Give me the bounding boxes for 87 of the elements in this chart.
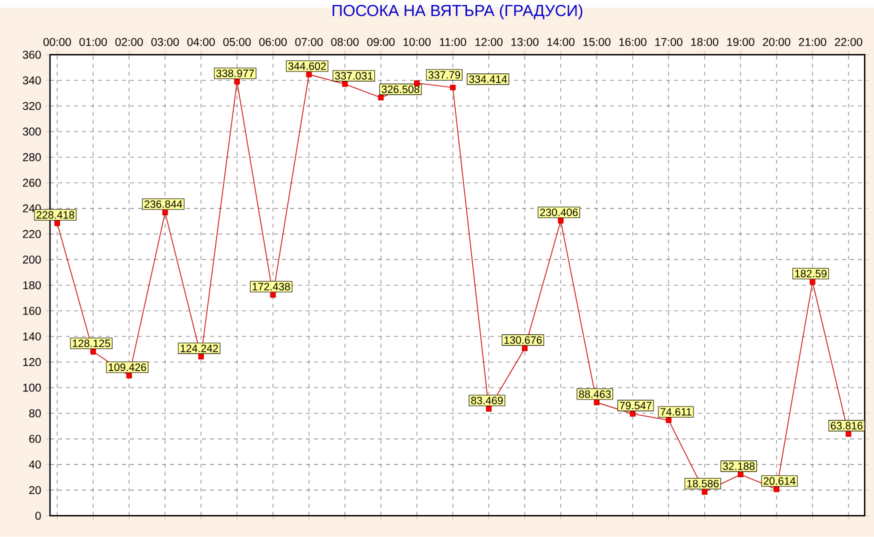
x-tick-label: 09:00 (367, 38, 395, 46)
x-tick-label: 19:00 (727, 38, 754, 46)
point (234, 78, 240, 85)
x-tick-label: 02:00 (115, 38, 143, 46)
y-tick-label: 80 (29, 409, 41, 418)
data-label: 83.469 (471, 396, 503, 404)
data-label: 128.125 (72, 340, 110, 348)
x-tick-label: 07:00 (295, 38, 323, 46)
y-tick-label: 0 (35, 512, 41, 520)
point (702, 489, 708, 495)
data-label: 63.816 (830, 422, 862, 430)
x-tick-label: 20:00 (762, 38, 790, 46)
y-tick-label: 60 (29, 435, 41, 444)
x-tick-label: 14:00 (547, 38, 574, 46)
chart-title: ПОСОКА НА ВЯТЪРА (ГРАДУСИ) (332, 4, 582, 20)
point (594, 400, 600, 406)
x-tick-label: 17:00 (655, 38, 682, 46)
data-label: 32.188 (722, 462, 755, 470)
point (270, 292, 276, 298)
y-tick-label: 200 (22, 256, 41, 264)
data-label: 74.611 (660, 408, 692, 416)
y-tick-label: 100 (23, 384, 41, 392)
x-tick-label: 16:00 (619, 38, 646, 46)
point (450, 84, 456, 90)
y-tick-label: 220 (22, 230, 41, 238)
y-tick-label: 160 (23, 306, 41, 315)
x-tick-label: 13:00 (511, 38, 539, 46)
x-tick-label: 04:00 (187, 38, 215, 46)
point (90, 348, 96, 355)
data-label: 172.438 (252, 282, 290, 291)
x-tick-label: 11:00 (440, 38, 466, 46)
data-label: 79.547 (620, 402, 652, 410)
point (342, 81, 348, 88)
x-tick-label: 08:00 (331, 38, 359, 46)
data-label: 109.426 (108, 364, 146, 372)
point (522, 346, 528, 352)
data-label: 182.59 (795, 270, 826, 278)
point (162, 210, 168, 216)
data-label: 20.614 (764, 477, 796, 485)
x-tick-label: 00:00 (43, 38, 71, 46)
data-label: 228.418 (36, 211, 74, 219)
data-label: 88.463 (579, 390, 611, 398)
x-tick-label: 18:00 (691, 38, 718, 46)
y-tick-label: 140 (23, 332, 41, 341)
x-tick-label: 06:00 (259, 38, 287, 46)
point (486, 406, 492, 412)
x-tick-label: 12:00 (475, 38, 503, 46)
point (846, 431, 852, 437)
data-label: 337.031 (334, 72, 373, 80)
data-label: 18.586 (687, 480, 719, 488)
y-tick-label: 260 (22, 178, 41, 187)
data-label: 334.414 (469, 76, 507, 84)
point (774, 486, 780, 492)
y-tick-label: 360 (22, 50, 41, 59)
y-tick-label: 40 (28, 460, 41, 469)
x-tick-label: 01:00 (79, 38, 107, 46)
point (810, 279, 816, 285)
x-tick-label: 21:00 (798, 38, 826, 46)
x-tick-label: 15:00 (583, 38, 610, 46)
point (198, 354, 204, 360)
point (666, 418, 672, 424)
x-tick-label: 03:00 (151, 38, 179, 46)
x-tick-label: 10:00 (404, 38, 431, 46)
y-tick-label: 120 (23, 358, 41, 366)
point (126, 372, 132, 379)
point (630, 411, 636, 417)
point (378, 94, 384, 101)
data-label: 337.79 (428, 71, 460, 79)
y-tick-label: 340 (22, 76, 41, 84)
point (54, 220, 60, 226)
x-tick-label: 05:00 (223, 38, 251, 46)
data-label: 338.977 (216, 70, 254, 78)
data-label: 326.508 (382, 86, 420, 94)
x-tick-label: 22:00 (834, 38, 862, 46)
point (558, 218, 564, 224)
y-tick-label: 280 (22, 153, 41, 162)
y-tick-label: 320 (22, 102, 41, 110)
data-label: 344.602 (288, 62, 326, 70)
data-label: 124.242 (180, 344, 218, 352)
point (738, 472, 744, 478)
y-tick-label: 180 (23, 281, 41, 290)
y-tick-label: 300 (22, 128, 41, 136)
y-tick-label: 20 (29, 486, 41, 494)
data-label: 130.676 (504, 336, 542, 344)
data-label: 236.844 (144, 200, 182, 208)
data-label: 230.406 (540, 208, 578, 216)
point (306, 72, 312, 78)
